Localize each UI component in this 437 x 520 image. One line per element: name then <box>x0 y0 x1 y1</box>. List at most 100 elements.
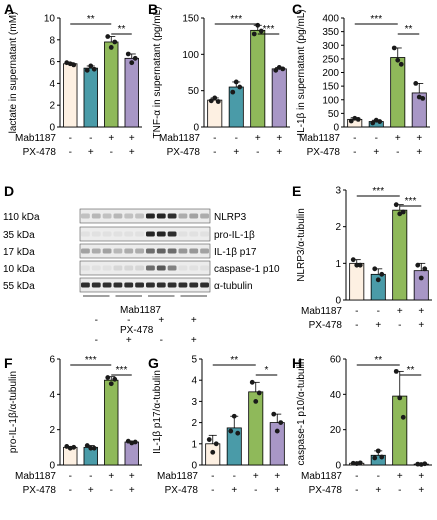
blot-strip <box>79 208 211 224</box>
data-point <box>357 262 363 268</box>
y-tick-label: 0 <box>49 123 55 134</box>
data-point <box>280 66 286 72</box>
blot-mab-sign: + <box>191 315 197 326</box>
blot-strip <box>79 226 211 242</box>
group-sign: - <box>375 133 378 144</box>
data-point <box>379 271 385 277</box>
sig-label: * <box>265 365 269 376</box>
bar <box>250 29 266 128</box>
data-point <box>273 67 279 73</box>
y-tick-label: 3 <box>335 186 341 197</box>
group-sign: + <box>375 485 381 496</box>
bar <box>207 99 223 128</box>
bar <box>104 41 119 128</box>
blot-band <box>124 231 134 237</box>
blot-band <box>135 282 144 288</box>
group-sign: + <box>416 147 422 158</box>
blot-band <box>113 265 123 271</box>
group-sign: - <box>398 485 401 496</box>
group-sign: - <box>355 471 358 482</box>
group-sign: + <box>108 133 114 144</box>
blot-band <box>178 231 188 237</box>
group-sign: - <box>377 306 380 317</box>
data-point <box>415 461 421 467</box>
group-sign: - <box>89 133 92 144</box>
group-sign: - <box>211 485 214 496</box>
data-point <box>372 266 378 272</box>
y-axis-label: IL-1β p17/α-tubulin <box>152 370 163 454</box>
group-sign: + <box>418 306 424 317</box>
group-sign: + <box>129 133 135 144</box>
blot-protein-3: caspase-1 p10 <box>214 264 280 275</box>
data-point <box>208 98 214 104</box>
blot-band <box>81 213 90 219</box>
data-point <box>274 428 280 434</box>
bar <box>63 63 78 128</box>
y-tick-label: 50 <box>328 109 340 120</box>
group-sign: + <box>255 133 261 144</box>
blot-band <box>146 282 155 288</box>
data-point <box>132 439 138 445</box>
blot-kda-4: 55 kDa <box>3 281 35 292</box>
data-point <box>350 257 356 263</box>
data-point <box>422 266 428 272</box>
blot-band <box>189 213 199 219</box>
group-sign: - <box>355 320 358 331</box>
group-row1-label: Mab1187 <box>301 306 342 317</box>
data-point <box>415 262 421 268</box>
group-sign: + <box>253 471 259 482</box>
blot-protein-4: α-tubulin <box>214 281 253 292</box>
y-axis-label: caspase-1 p10/α-tubulin <box>296 359 307 466</box>
blot-protein-2: IL-1β p17 <box>214 247 257 258</box>
blot-band <box>91 231 101 237</box>
group-sign: + <box>88 147 94 158</box>
blot-px-sign: + <box>126 335 132 346</box>
group-sign: + <box>397 471 403 482</box>
western-blot-panel: D 110 kDa 35 kDa 17 kDa 10 kDa 55 kDa NL… <box>3 183 280 346</box>
y-tick-label: 350 <box>322 27 339 38</box>
group-row2-label: PX-478 <box>307 147 341 158</box>
data-point <box>84 67 90 73</box>
data-point <box>231 413 237 419</box>
data-point <box>357 460 363 466</box>
blot-sign-labels: - - + + - + - + <box>83 295 207 346</box>
group-sign: - <box>355 485 358 496</box>
blot-band <box>200 248 209 254</box>
blot-strip <box>79 243 211 259</box>
group-sign: - <box>355 306 358 317</box>
group-sign: - <box>353 133 356 144</box>
blot-band <box>178 213 188 219</box>
blot-band <box>167 213 177 219</box>
y-tick-label: 0 <box>193 123 199 134</box>
data-point <box>84 443 90 448</box>
blot-band <box>200 213 209 219</box>
group-sign: - <box>396 147 399 158</box>
data-point <box>91 66 97 72</box>
blot-strip <box>79 277 211 293</box>
group-sign: + <box>276 147 282 158</box>
group-sign: - <box>256 147 259 158</box>
blot-band <box>146 265 155 271</box>
group-row1-label: Mab1187 <box>299 133 340 144</box>
data-point <box>258 28 264 34</box>
group-sign: + <box>418 485 424 496</box>
blot-band <box>135 265 144 271</box>
panel-letter: G <box>148 355 159 371</box>
data-point <box>393 202 399 208</box>
data-point <box>354 262 360 268</box>
bar <box>124 441 139 466</box>
data-point <box>350 460 356 466</box>
sig-label: ** <box>374 355 382 366</box>
group-sign: - <box>398 320 401 331</box>
group-sign: + <box>274 471 280 482</box>
group-row1-label: Mab1187 <box>159 133 200 144</box>
y-tick-label: 5 <box>191 355 197 366</box>
group-row2-label: PX-478 <box>309 485 343 496</box>
group-sign: + <box>88 485 94 496</box>
chart-f: F 0 2 4 6 pro-IL-1β/α-tubulin *** *** Mab1187 PX-… <box>4 355 142 496</box>
group-sign: + <box>418 320 424 331</box>
sig-label: *** <box>372 186 384 197</box>
bar <box>271 68 287 128</box>
blot-band <box>189 248 199 254</box>
